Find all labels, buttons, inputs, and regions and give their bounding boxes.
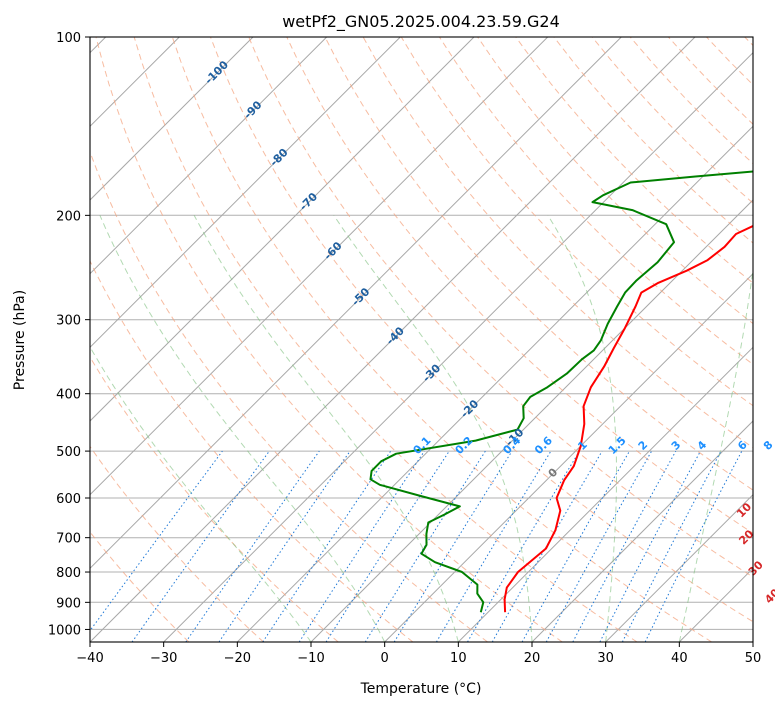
x-tick-label: 40 xyxy=(671,651,688,666)
mixing-ratio-line xyxy=(262,450,392,642)
y-tick-label: 500 xyxy=(56,445,81,460)
y-axis-label: Pressure (hPa) xyxy=(12,290,28,390)
mixing-ratio-line xyxy=(218,450,351,642)
x-tick-label: 10 xyxy=(450,651,467,666)
isotherm-line xyxy=(90,37,696,642)
y-tick-label: 300 xyxy=(56,314,81,329)
dry-adiabat-line xyxy=(90,356,339,642)
dry-adiabat-line xyxy=(133,37,638,642)
x-tick-label: 50 xyxy=(745,651,762,666)
isotherm-line xyxy=(236,125,753,642)
dry-adiabat-line xyxy=(90,445,264,642)
background-lines xyxy=(90,37,753,642)
x-tick-label: −10 xyxy=(297,651,324,666)
y-tick-label: 200 xyxy=(56,209,81,224)
isotherm-line xyxy=(531,420,753,642)
moist-adiabat-line xyxy=(678,265,753,642)
mixing-ratio-line xyxy=(131,450,270,642)
dry-adiabat-line xyxy=(248,37,753,578)
mixing-ratio-line xyxy=(393,450,513,642)
isotherm-line xyxy=(90,37,328,275)
y-axis: 100 200 300 400 500 600 700 800 900 1000 xyxy=(48,31,90,638)
x-tick-label: 30 xyxy=(597,651,614,666)
isotherm-line xyxy=(90,37,401,349)
mixing-ratio-label: 8 xyxy=(761,438,775,453)
plot-background xyxy=(90,37,753,642)
chart-title: wetPf2_GN05.2025.004.23.59.G24 xyxy=(282,12,560,32)
y-tick-label: 400 xyxy=(56,388,81,403)
temperature-profile-line xyxy=(503,224,753,613)
plot-frame xyxy=(89,36,754,643)
dry-adiabat-line xyxy=(171,37,712,642)
mixing-ratio-line xyxy=(325,450,450,642)
isotherm-line xyxy=(90,37,475,422)
moist-adiabat-line xyxy=(193,215,459,642)
dry-adiabat-line xyxy=(515,37,753,284)
isotherm-line xyxy=(457,346,753,642)
dry-adiabat-line xyxy=(210,37,753,623)
isotherm-line xyxy=(752,641,753,642)
y-tick-label: 700 xyxy=(56,532,81,547)
y-tick-label: 600 xyxy=(56,492,81,507)
x-tick-label: 20 xyxy=(524,651,541,666)
mixing-ratio-line xyxy=(572,450,677,642)
dry-adiabat-line xyxy=(324,37,753,491)
isotherm-line xyxy=(163,51,753,642)
profile-series xyxy=(369,170,753,613)
isotherm-line xyxy=(384,272,753,642)
mixing-ratio-line xyxy=(185,450,320,642)
mixing-ratio-line xyxy=(521,450,630,642)
moist-adiabat-line xyxy=(90,345,312,642)
dewpoint-profile-line xyxy=(369,170,753,613)
x-tick-label: −30 xyxy=(150,651,177,666)
y-tick-label: 800 xyxy=(56,566,81,581)
dry-adiabat-line xyxy=(286,37,753,534)
y-tick-label: 100 xyxy=(56,31,81,46)
x-axis-label: Temperature (°C) xyxy=(360,681,482,697)
dry-adiabat-line xyxy=(90,259,414,642)
moist-adiabat-label: 40 xyxy=(762,586,775,606)
isotherm-line xyxy=(90,37,622,570)
x-tick-label: 0 xyxy=(381,651,389,666)
x-axis: −40 −30 −20 −10 0 10 20 30 40 50 xyxy=(76,642,761,666)
isotherm-line xyxy=(90,37,254,201)
isotherm-line xyxy=(90,37,549,496)
mixing-ratio-line xyxy=(545,450,653,642)
mixing-ratio-line xyxy=(90,450,223,632)
x-tick-label: −20 xyxy=(224,651,251,666)
isotherm-line xyxy=(605,493,753,642)
mixing-ratio-line xyxy=(644,450,743,642)
moist-adiabat-line xyxy=(99,215,386,642)
x-tick-label: −40 xyxy=(76,651,103,666)
moist-adiabat-line xyxy=(547,215,617,642)
moist-adiabat-line xyxy=(752,640,753,642)
y-tick-label: 900 xyxy=(56,596,81,611)
moist-adiabat-line xyxy=(333,215,533,642)
mixing-ratio-line xyxy=(298,450,425,642)
y-tick-label: 1000 xyxy=(48,623,81,638)
